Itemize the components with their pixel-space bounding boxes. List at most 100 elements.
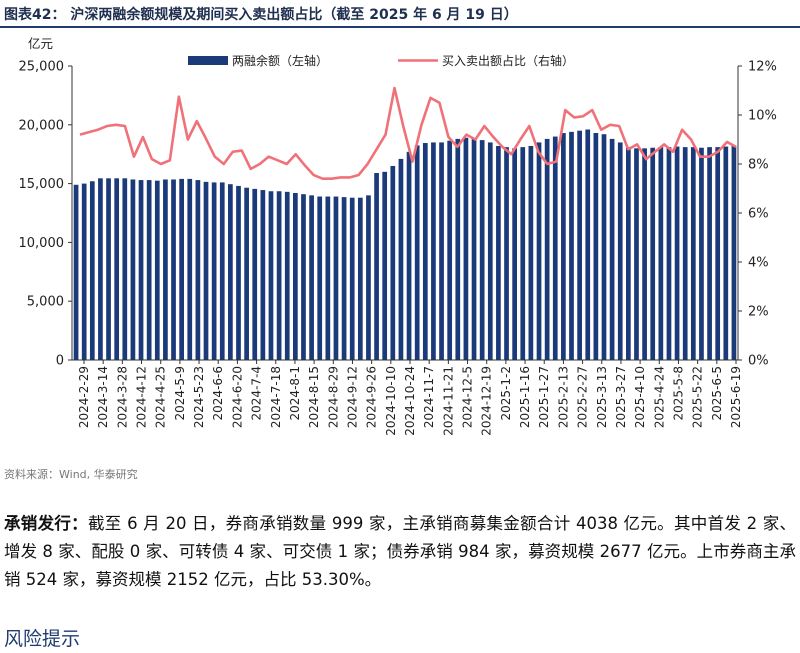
bar-mark	[422, 143, 428, 360]
bar-mark	[528, 145, 534, 360]
bar-mark	[138, 180, 144, 360]
x-tick-label: 2024-9-12	[345, 366, 359, 428]
bar-mark	[73, 184, 79, 360]
bar-mark	[268, 191, 274, 360]
bar-mark	[487, 142, 493, 360]
right-tick-label: 8%	[748, 158, 769, 173]
x-tick-label: 2024-11-7	[422, 366, 436, 428]
x-tick-label: 2024-2-29	[77, 366, 91, 428]
bar-mark	[325, 196, 331, 360]
bar-mark	[89, 181, 95, 360]
x-tick-label: 2024-12-19	[480, 366, 494, 436]
bar-mark	[293, 193, 298, 360]
bar-mark	[203, 181, 209, 360]
bar-mark	[341, 197, 347, 360]
x-tick-label: 2025-5-8	[671, 366, 685, 420]
x-tick-label: 2025-6-19	[729, 366, 743, 428]
right-tick-label: 4%	[748, 256, 769, 271]
x-tick-label: 2024-8-15	[307, 366, 321, 428]
legend-bar-label: 两融余额（左轴）	[232, 53, 328, 68]
bar-mark	[536, 142, 542, 360]
x-tick-label: 2025-1-2	[499, 366, 513, 420]
bar-mark	[577, 130, 582, 360]
bar-mark	[276, 191, 282, 360]
x-tick-label: 2024-8-1	[288, 366, 302, 420]
x-tick-label: 2025-2-27	[576, 366, 590, 428]
x-tick-label: 2024-10-24	[403, 366, 417, 436]
bar-mark	[666, 147, 672, 360]
bar-mark	[179, 178, 184, 360]
bar-mark	[479, 140, 485, 360]
bar-mark	[715, 147, 721, 360]
bar-mark	[609, 138, 615, 360]
x-tick-label: 2025-6-5	[710, 366, 724, 420]
x-tick-label: 2024-6-6	[211, 366, 225, 420]
x-tick-label: 2025-4-24	[652, 366, 666, 428]
paragraph-label: 承销发行：	[4, 514, 88, 533]
bar-mark	[723, 146, 729, 360]
x-tick-label: 2024-12-5	[461, 366, 475, 428]
bar-mark	[146, 180, 152, 360]
bar-mark	[122, 178, 128, 360]
x-tick-label: 2024-4-25	[154, 366, 168, 428]
risk-heading: 风险提示	[4, 628, 81, 650]
bar-mark	[512, 148, 517, 360]
bar-mark	[414, 145, 420, 360]
left-tick-label: 20,000	[19, 118, 65, 133]
x-tick-label: 2025-3-27	[614, 366, 628, 428]
bar-mark	[634, 148, 639, 360]
bar-mark	[431, 142, 436, 360]
bar-mark	[154, 180, 160, 360]
bar-mark	[520, 147, 526, 360]
right-tick-label: 2%	[748, 305, 769, 320]
x-tick-label: 2025-3-13	[595, 366, 609, 428]
bar-mark	[690, 147, 696, 360]
bar-mark	[471, 138, 477, 360]
bar-mark	[301, 194, 306, 360]
bar-mark	[163, 179, 168, 360]
bar-mark	[650, 147, 656, 360]
left-tick-label: 0	[56, 354, 64, 369]
left-tick-label: 15,000	[19, 177, 65, 192]
bar-mark	[106, 178, 111, 360]
bar-mark	[439, 142, 444, 360]
bar-mark	[658, 147, 664, 360]
bar-mark	[569, 131, 574, 360]
bar-mark	[252, 188, 258, 360]
figure-title: 图表42： 沪深两融余额规模及期间买入卖出额占比（截至 2025 年 6 月 1…	[4, 7, 518, 23]
bar-mark	[406, 151, 412, 360]
bar-mark	[349, 197, 355, 360]
x-tick-label: 2024-10-10	[384, 366, 398, 436]
x-tick-label: 2024-5-9	[173, 366, 187, 420]
left-tick-label: 5,000	[27, 295, 64, 310]
right-tick-label: 0%	[748, 354, 769, 369]
left-tick-label: 25,000	[19, 60, 65, 75]
bar-mark	[674, 146, 680, 360]
bar-mark	[260, 190, 266, 360]
bar-mark	[496, 145, 501, 360]
margin-balance-chart: 0 5,000 10,000 15,000 20,000 25,000 0% 2% 4% 6% 8%…	[19, 36, 777, 436]
x-tick-label: 2025-4-10	[633, 366, 647, 428]
bar-mark	[195, 180, 201, 360]
legend-line-label: 买入卖出额占比（右轴）	[442, 53, 574, 68]
right-tick-label: 6%	[748, 207, 769, 222]
bar-mark	[333, 196, 339, 360]
bar-mark	[219, 182, 225, 360]
bar-mark	[642, 148, 647, 360]
bar-mark	[731, 145, 737, 360]
x-tick-label: 2024-4-12	[135, 366, 149, 428]
bar-mark	[390, 165, 396, 360]
right-tick-label: 12%	[748, 60, 777, 75]
x-tick-label: 2025-5-22	[691, 366, 705, 428]
bar-mark	[236, 185, 241, 360]
right-tick-label: 10%	[748, 109, 777, 124]
bar-mark	[374, 173, 379, 360]
paragraph-text: 截至 6 月 20 日，券商承销数量 999 家，主承销商募集金额合计 4038…	[4, 514, 796, 589]
bar-mark	[244, 187, 249, 360]
x-tick-label: 2025-1-16	[518, 366, 532, 428]
x-tick-label: 2025-2-13	[556, 366, 570, 428]
bar-mark	[626, 147, 631, 360]
bar-mark	[561, 133, 566, 360]
x-tick-label: 2024-8-29	[326, 366, 340, 428]
x-tick-label: 2024-7-18	[269, 366, 283, 428]
